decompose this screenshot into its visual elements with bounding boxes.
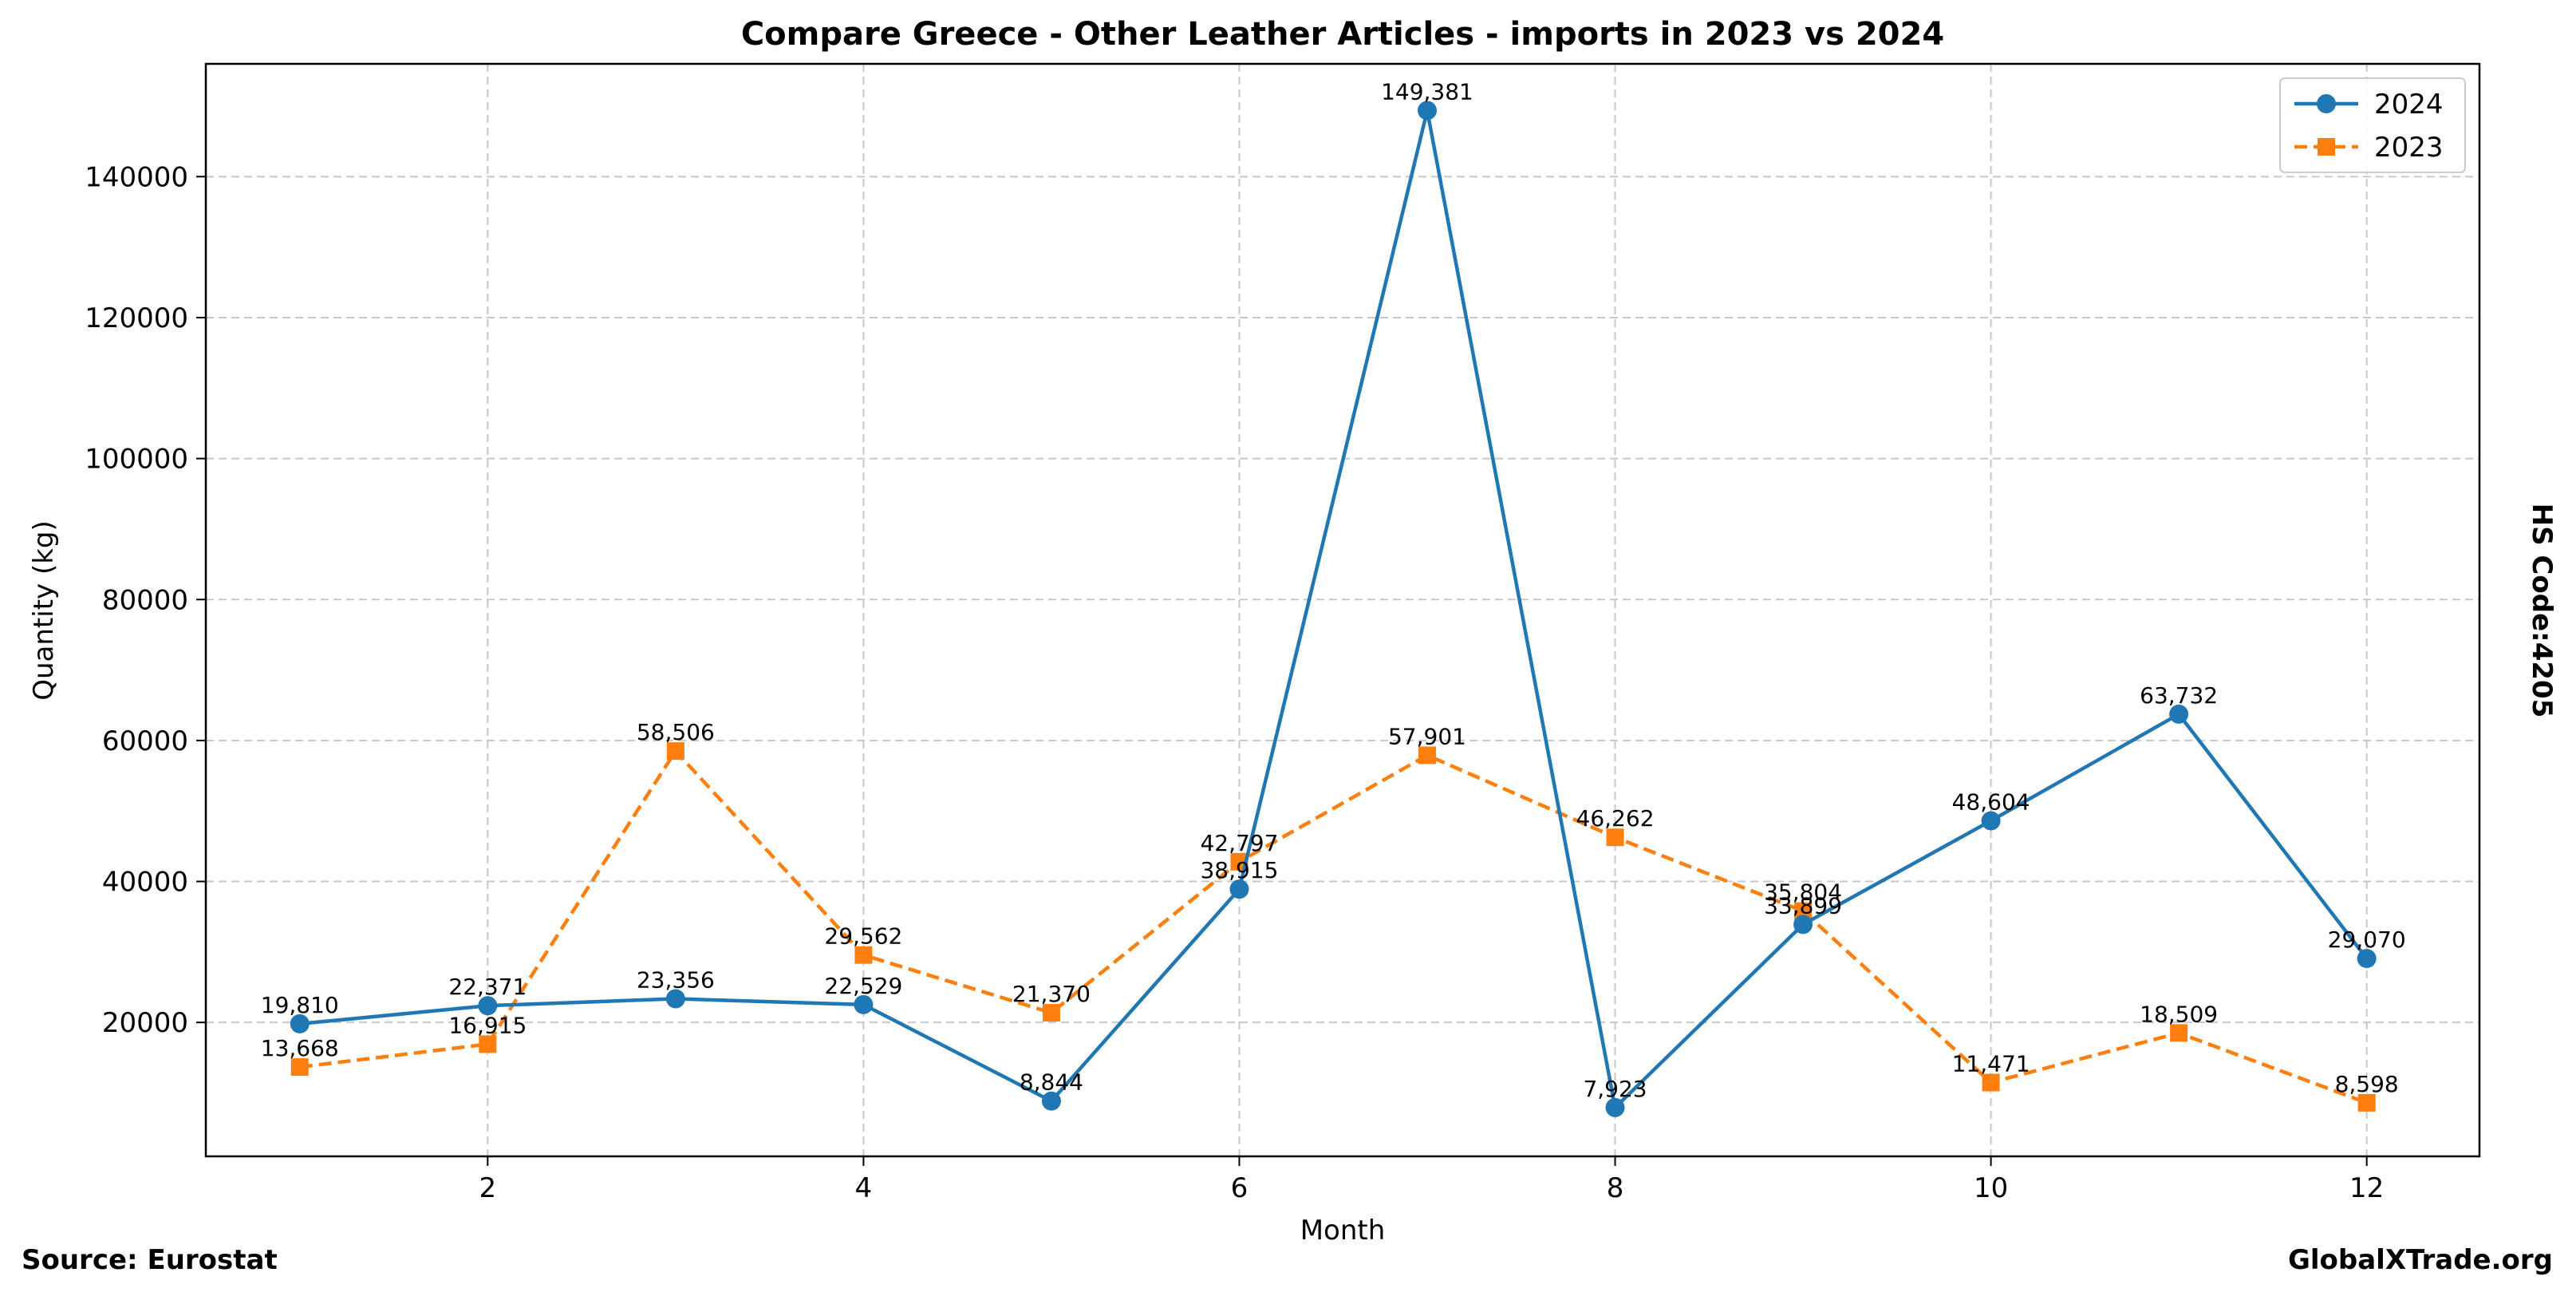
series-2024-data-label: 23,356: [637, 967, 715, 994]
y-tick-label: 60000: [102, 725, 188, 757]
x-tick-label: 2: [479, 1172, 496, 1204]
x-axis-label: Month: [1300, 1215, 1386, 1247]
series-2023-data-label: 16,915: [448, 1012, 527, 1038]
series-2024-marker: [478, 996, 498, 1016]
x-tick-label: 8: [1607, 1172, 1624, 1204]
series-2024-marker: [1981, 811, 2001, 831]
y-tick-label: 20000: [102, 1007, 188, 1039]
series-2024-data-label: 8,844: [1020, 1069, 1083, 1096]
series-2024-data-label: 149,381: [1381, 78, 1473, 105]
series-2023-marker: [290, 1058, 309, 1077]
series-2024-data-label: 38,915: [1200, 857, 1278, 883]
series-2023-data-label: 21,370: [1012, 981, 1091, 1007]
series-2023-marker: [1042, 1004, 1060, 1022]
series-2024-data-label: 29,070: [2328, 927, 2406, 953]
series-2024-data-label: 19,810: [261, 992, 339, 1018]
series-2023-marker: [854, 946, 873, 964]
series-2023-marker: [1418, 746, 1436, 765]
series-2024-marker: [1793, 915, 1813, 934]
y-tick-label: 40000: [102, 867, 188, 899]
series-2023-marker: [2170, 1024, 2188, 1042]
data-labels: 13,668 16,915 58,506 29,562 21,370 42,797 57,9…: [261, 78, 2406, 1101]
series-2023-data-label: 8,598: [2335, 1071, 2399, 1097]
x-tick-label: 6: [1231, 1172, 1249, 1204]
series-2024-data-label: 22,371: [448, 974, 527, 1000]
series-2023-line: [299, 749, 2368, 1105]
series-2023-data-label: 35,804: [1764, 879, 1842, 906]
series-2024-data-label: 48,604: [1952, 789, 2030, 816]
plot-frame: [204, 62, 2481, 1158]
series-2023-data-label: 42,797: [1200, 830, 1278, 856]
series-2024-marker: [1605, 1097, 1625, 1117]
source-label: Source: Eurostat: [22, 1244, 278, 1276]
y-tick-label: 120000: [85, 302, 188, 334]
series-2023-marker: [479, 1035, 497, 1053]
series-layer: [290, 101, 2377, 1117]
y-tick-label: 140000: [85, 161, 188, 193]
axis-ticks: 2 4 6 8 10 12 20000 40000 60000 80000 100000 120000…: [85, 161, 2384, 1204]
series-2023-data-label: 57,901: [1388, 723, 1466, 749]
series-2024-data-label: 63,732: [2140, 682, 2218, 709]
legend-marker-2024: [2317, 94, 2336, 113]
series-2023-marker: [1982, 1073, 2000, 1092]
x-tick-label: 12: [2349, 1172, 2384, 1204]
x-tick-label: 10: [1974, 1172, 2008, 1204]
series-2023-marker: [666, 742, 684, 761]
y-axis-label: Quantity (kg): [28, 520, 60, 701]
legend-label-2023: 2023: [2374, 132, 2444, 164]
x-tick-label: 4: [855, 1172, 873, 1204]
series-2024-marker: [1229, 879, 1249, 899]
legend: 2024 2023: [2279, 77, 2466, 173]
series-2023-data-label: 29,562: [824, 923, 902, 950]
series-2024-marker: [1041, 1091, 1061, 1111]
grid: [206, 64, 2479, 1156]
series-2024-data-label: 7,923: [1583, 1076, 1647, 1102]
series-2024-line: [299, 109, 2369, 1110]
series-2023-data-label: 58,506: [637, 719, 715, 745]
series-2023-marker: [2357, 1093, 2376, 1112]
series-2023-data-label: 13,668: [261, 1035, 339, 1061]
series-2024-data-label: 33,899: [1764, 892, 1842, 919]
series-2024-marker: [2357, 949, 2377, 969]
series-2024-marker: [2169, 704, 2189, 724]
brand-label: GlobalXTrade.org: [2288, 1244, 2553, 1276]
legend-label-2024: 2024: [2374, 89, 2444, 121]
series-2023-marker: [1606, 828, 1624, 847]
series-2024-marker: [854, 994, 874, 1014]
series-2024-marker: [665, 989, 685, 1009]
series-2024-marker: [1417, 101, 1437, 121]
chart-title: Compare Greece - Other Leather Articles …: [741, 16, 1944, 53]
series-2023-marker: [1794, 902, 1813, 920]
y-tick-label: 80000: [102, 584, 188, 616]
series-2024-marker: [290, 1013, 310, 1033]
series-2023-data-label: 18,509: [2140, 1001, 2218, 1027]
series-2023-data-label: 46,262: [1576, 805, 1655, 832]
series-2024-data-label: 22,529: [824, 973, 902, 999]
legend-marker-2023: [2318, 138, 2335, 156]
hs-code-label: HS Code:4205: [2526, 504, 2558, 718]
y-tick-label: 100000: [85, 444, 188, 476]
series-2023-data-label: 11,471: [1952, 1051, 2030, 1077]
